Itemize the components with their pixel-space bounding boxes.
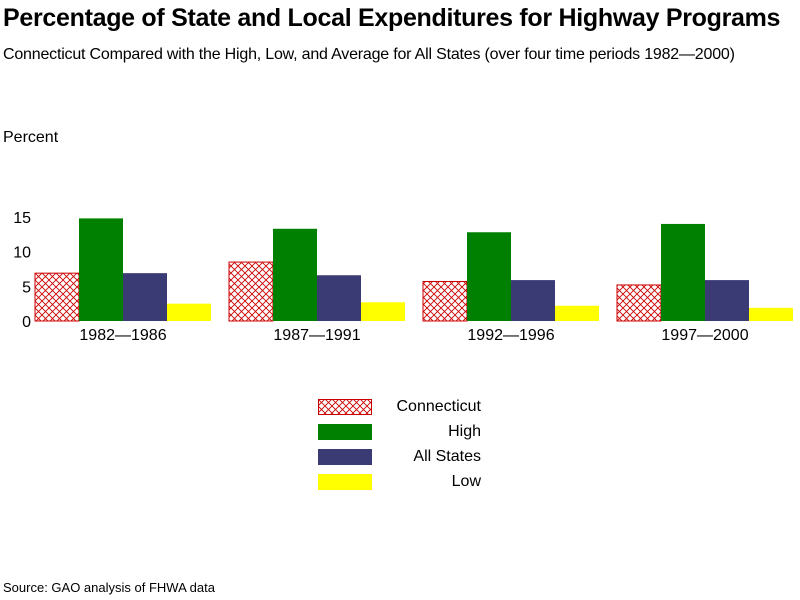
x-tick-label: 1987—1991 (273, 327, 360, 344)
bar-connecticut-3 (422, 280, 468, 322)
bar-low-1 (167, 303, 211, 321)
y-tick-label: 5 (22, 279, 31, 296)
bar-high-1 (79, 218, 123, 321)
y-tick-label: 0 (22, 314, 31, 331)
legend-item-all-states: All States (318, 448, 488, 473)
legend-swatch (318, 474, 372, 490)
legend-label: Connecticut (396, 398, 482, 415)
legend-item-low: Low (318, 473, 488, 498)
legend-swatch (318, 424, 372, 440)
chart-title: Percentage of State and Local Expenditur… (3, 4, 781, 32)
bar-connecticut-4 (616, 284, 662, 322)
y-tick-label: 10 (13, 245, 31, 262)
bar-chart: 0 5 10 15 1982—1986 1987—1991 1992—1996 1997—2… (13, 210, 793, 344)
bar-all-states-2 (317, 275, 361, 321)
bar-connecticut-2 (228, 261, 274, 322)
legend-label: Low (451, 473, 481, 490)
chart-subtitle: Connecticut Compared with the High, Low,… (3, 46, 735, 63)
bar-all-states-3 (511, 280, 555, 321)
bar-low-3 (555, 305, 599, 321)
x-tick-label: 1982—1986 (79, 327, 166, 344)
bar-connecticut-1 (34, 272, 80, 322)
bar-all-states-4 (705, 280, 749, 321)
legend-item-connecticut: Connecticut (318, 398, 488, 423)
source-note: Source: GAO analysis of FHWA data (3, 580, 215, 595)
legend-swatch (318, 399, 372, 415)
bar-high-3 (467, 232, 511, 321)
y-tick-label: 15 (13, 210, 31, 227)
x-tick-label: 1997—2000 (661, 327, 748, 344)
y-axis-label: Percent (3, 129, 59, 146)
bar-low-2 (361, 302, 405, 321)
bar-low-4 (749, 307, 793, 321)
legend-swatch (318, 449, 372, 465)
bar-high-2 (273, 228, 317, 321)
chart-legend: Connecticut High All States Low (318, 398, 488, 498)
legend-item-high: High (318, 423, 488, 448)
bar-all-states-1 (123, 273, 167, 321)
legend-label: All States (413, 448, 481, 465)
x-tick-label: 1992—1996 (467, 327, 554, 344)
legend-label: High (448, 423, 481, 440)
bar-high-4 (661, 223, 705, 321)
